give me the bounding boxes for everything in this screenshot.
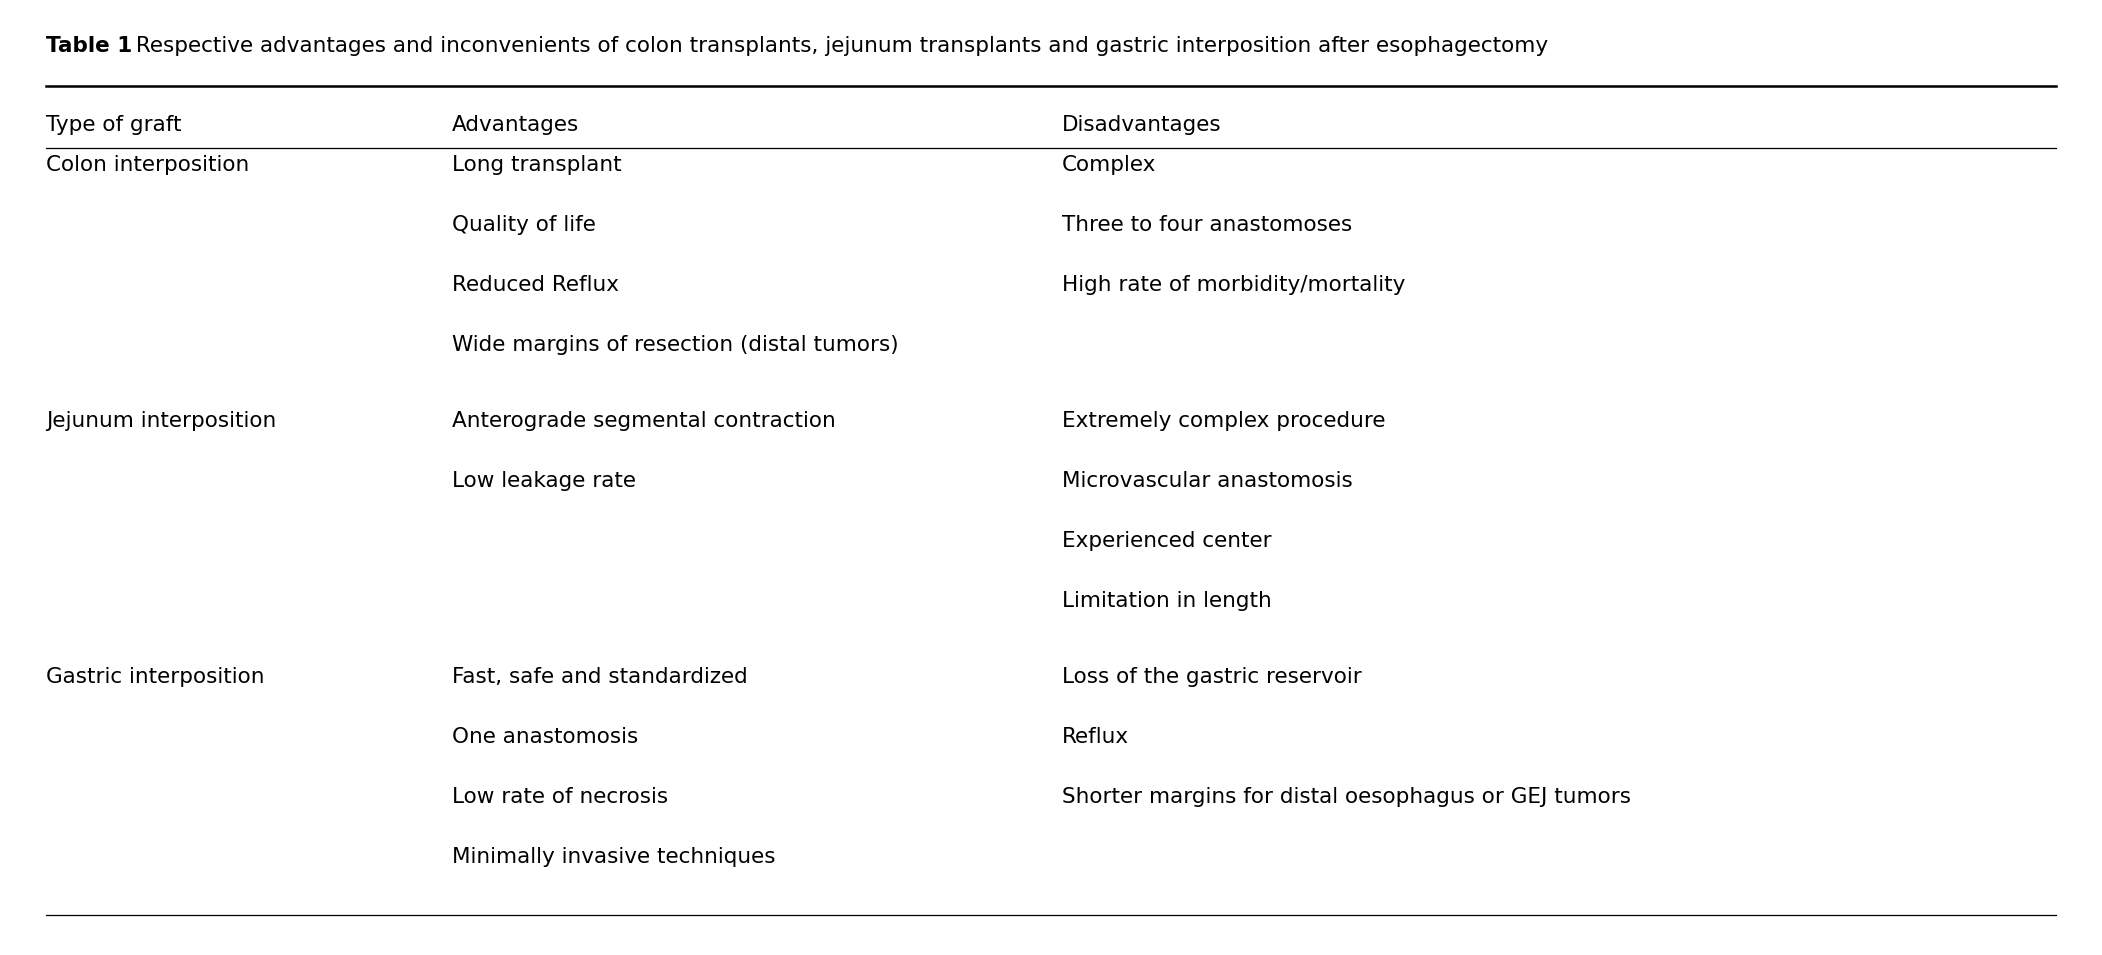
Text: Limitation in length: Limitation in length bbox=[1062, 591, 1272, 611]
Text: One anastomosis: One anastomosis bbox=[452, 727, 639, 747]
Text: Three to four anastomoses: Three to four anastomoses bbox=[1062, 215, 1352, 235]
Text: Experienced center: Experienced center bbox=[1062, 531, 1272, 551]
Text: Microvascular anastomosis: Microvascular anastomosis bbox=[1062, 471, 1352, 491]
Text: Complex: Complex bbox=[1062, 155, 1156, 175]
Text: Loss of the gastric reservoir: Loss of the gastric reservoir bbox=[1062, 667, 1362, 687]
Text: Shorter margins for distal oesophagus or GEJ tumors: Shorter margins for distal oesophagus or… bbox=[1062, 787, 1631, 807]
Text: Respective advantages and inconvenients of colon transplants, jejunum transplant: Respective advantages and inconvenients … bbox=[128, 36, 1549, 56]
Text: Gastric interposition: Gastric interposition bbox=[46, 667, 265, 687]
Text: Minimally invasive techniques: Minimally invasive techniques bbox=[452, 847, 776, 867]
Text: Colon interposition: Colon interposition bbox=[46, 155, 250, 175]
Text: Advantages: Advantages bbox=[452, 115, 580, 135]
Text: Wide margins of resection (distal tumors): Wide margins of resection (distal tumors… bbox=[452, 335, 898, 355]
Text: Low leakage rate: Low leakage rate bbox=[452, 471, 637, 491]
Text: Long transplant: Long transplant bbox=[452, 155, 622, 175]
Text: Extremely complex procedure: Extremely complex procedure bbox=[1062, 411, 1385, 431]
Text: Table 1: Table 1 bbox=[46, 36, 132, 56]
Text: Reflux: Reflux bbox=[1062, 727, 1129, 747]
Text: High rate of morbidity/mortality: High rate of morbidity/mortality bbox=[1062, 275, 1404, 295]
Text: Disadvantages: Disadvantages bbox=[1062, 115, 1221, 135]
Text: Type of graft: Type of graft bbox=[46, 115, 181, 135]
Text: Fast, safe and standardized: Fast, safe and standardized bbox=[452, 667, 748, 687]
Text: Quality of life: Quality of life bbox=[452, 215, 595, 235]
Text: Reduced Reflux: Reduced Reflux bbox=[452, 275, 618, 295]
Text: Anterograde segmental contraction: Anterograde segmental contraction bbox=[452, 411, 837, 431]
Text: Jejunum interposition: Jejunum interposition bbox=[46, 411, 277, 431]
Text: Low rate of necrosis: Low rate of necrosis bbox=[452, 787, 668, 807]
